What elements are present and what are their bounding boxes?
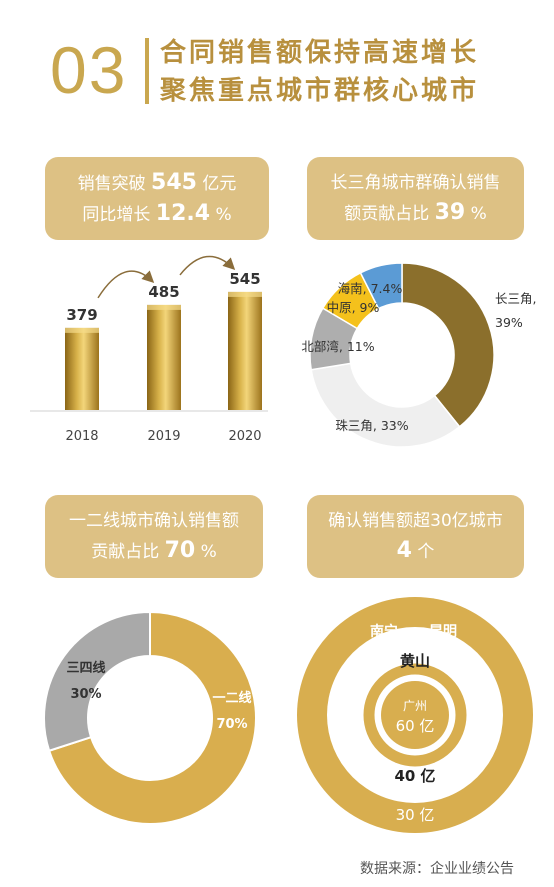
tier-slice-label: 一二线 70% xyxy=(212,690,251,732)
header-divider xyxy=(145,38,149,104)
region-slice-label: 长三角, 39% xyxy=(495,291,536,330)
region-slice xyxy=(310,362,461,448)
card-sales-line2: 同比增长 12.4 % xyxy=(82,200,232,226)
growth-arrow xyxy=(179,255,236,276)
city-label: 广州 xyxy=(403,699,427,713)
bar-value-label: 545 xyxy=(229,270,260,288)
cities-ring-diagram: 南宁 昆明 30 亿 黄山 40 亿 广州 60 亿 xyxy=(297,597,533,833)
card-yrd-line1: 长三角城市群确认销售 xyxy=(330,173,501,193)
card-yrd-line2: 额贡献占比 39 % xyxy=(344,200,487,225)
tier-donut-chart: 一二线 70% 三四线 30% xyxy=(43,610,257,825)
region-slice-label: 中原, 9% xyxy=(327,300,380,315)
bar-cap-2019 xyxy=(147,304,181,310)
bar-2019 xyxy=(147,304,181,410)
bar-value-label: 485 xyxy=(148,283,179,301)
region-slice xyxy=(401,262,495,428)
region-donut-chart: 长三角, 39% 珠三角, 33% 北部湾, 11% 中原, 9% 海南, 7.4% xyxy=(301,262,536,448)
bar-2020 xyxy=(228,291,262,410)
bar-category-label: 2018 xyxy=(65,429,98,444)
ring-value-label: 40 亿 xyxy=(394,767,435,785)
region-slice-label: 珠三角, 33% xyxy=(335,418,408,433)
region-slice-label: 北部湾, 11% xyxy=(301,339,374,354)
tier-slice xyxy=(43,610,151,753)
tier-slice xyxy=(47,610,257,825)
growth-arrow xyxy=(97,270,155,299)
ring-value-label: 30 亿 xyxy=(396,806,435,824)
card-tier: 一二线城市确认销售额 贡献占比 70 % xyxy=(45,495,263,578)
bar-2018 xyxy=(65,327,99,410)
city-label: 黄山 xyxy=(400,652,430,670)
card-yrd: 长三角城市群确认销售 额贡献占比 39 % xyxy=(307,157,524,240)
region-slice xyxy=(359,262,403,310)
bar-cap-2018 xyxy=(65,327,99,333)
header-title-line2: 聚焦重点城市群核心城市 xyxy=(160,76,480,106)
section-number: 03 xyxy=(50,33,128,107)
ring-value-label: 60 亿 xyxy=(396,717,435,735)
bar-category-label: 2020 xyxy=(228,429,261,444)
card-tier-line2: 贡献占比 70 % xyxy=(91,538,217,563)
city-label: 南宁 xyxy=(370,623,398,640)
card-cities-line1: 确认销售额超30亿城市 xyxy=(328,511,503,531)
card-sales: 销售突破 545 亿元 同比增长 12.4 % xyxy=(45,157,269,240)
data-source: 数据来源：企业业绩公告 xyxy=(360,861,514,877)
card-tier-line1: 一二线城市确认销售额 xyxy=(69,511,239,531)
city-label: 昆明 xyxy=(429,624,457,640)
card-cities: 确认销售额超30亿城市 4 个 xyxy=(307,495,524,578)
ring-60 xyxy=(381,681,449,749)
bar-value-label: 379 xyxy=(66,306,97,324)
region-slice-label: 海南, 7.4% xyxy=(338,281,403,296)
header-title-line1: 合同销售额保持高速增长 xyxy=(160,38,480,68)
card-sales-line1: 销售突破 545 亿元 xyxy=(77,169,237,195)
card-cities-line2: 4 个 xyxy=(396,538,435,563)
tier-slice-label: 三四线 30% xyxy=(66,660,105,702)
bar-category-label: 2019 xyxy=(147,429,180,444)
sales-bar-chart: 379 2018 485 2019 545 2020 xyxy=(30,255,268,444)
bar-cap-2020 xyxy=(228,291,262,297)
ring-40 xyxy=(363,663,467,767)
